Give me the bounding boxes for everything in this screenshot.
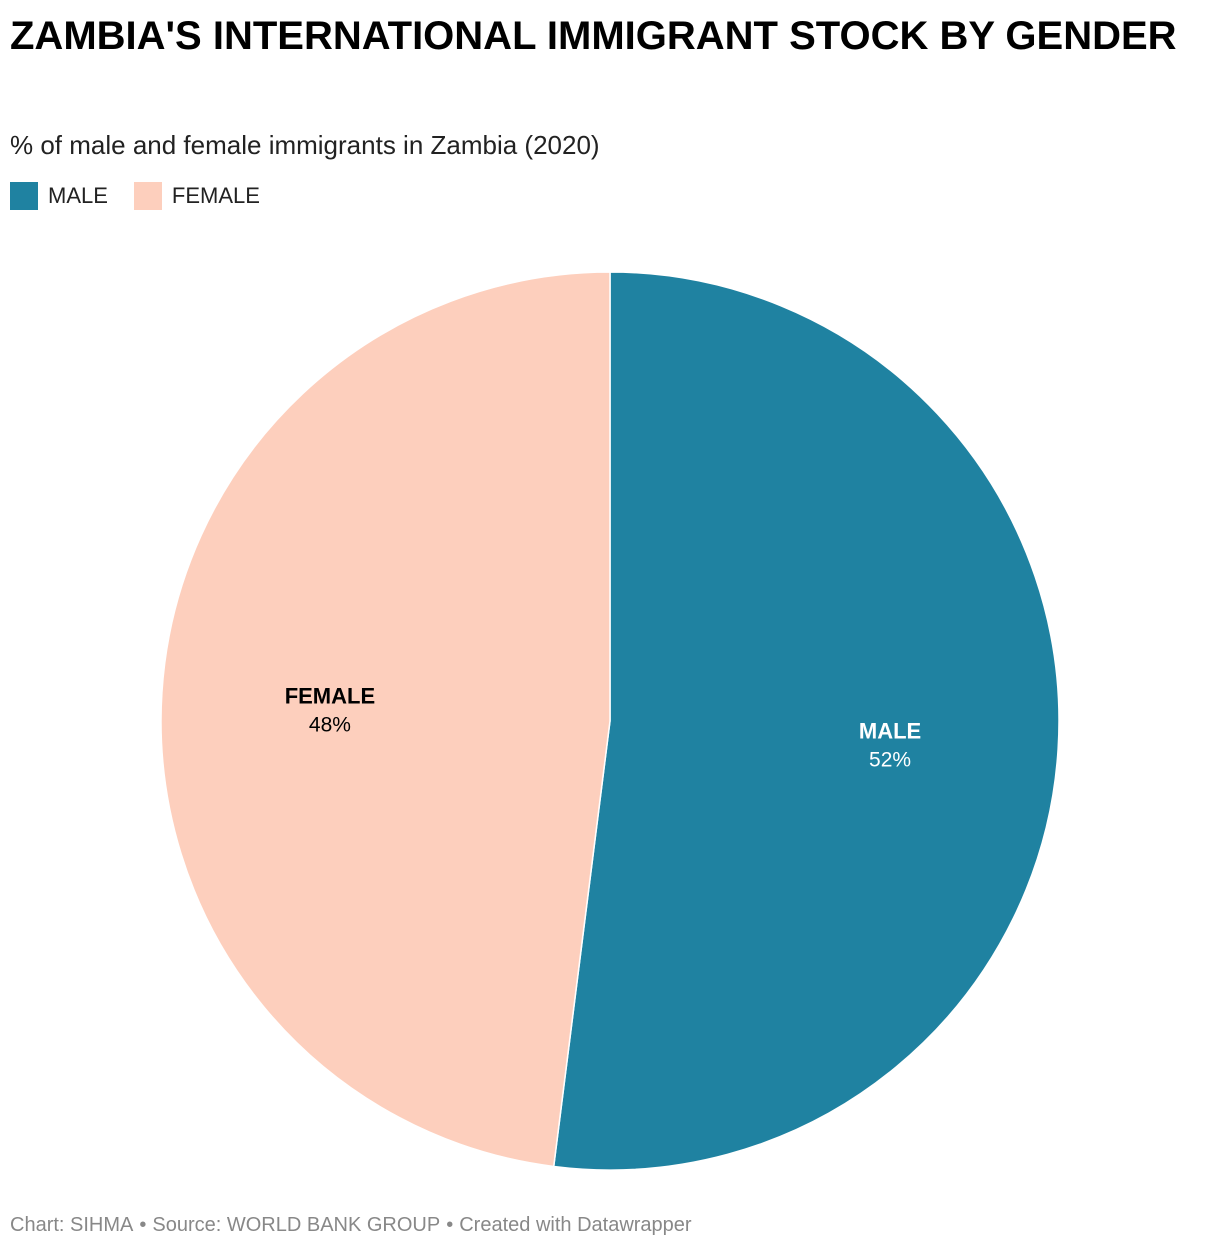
chart-subtitle: % of male and female immigrants in Zambi… bbox=[10, 130, 600, 160]
legend-swatch-male bbox=[10, 182, 38, 210]
footer-source: Source: WORLD BANK GROUP bbox=[152, 1214, 441, 1236]
pie-slice-male bbox=[552, 271, 1060, 1171]
footer-created-with: Created with Datawrapper bbox=[459, 1214, 692, 1236]
legend-label-female: FEMALE bbox=[171, 183, 260, 208]
footer-separator: • bbox=[446, 1214, 454, 1236]
chart-title: ZAMBIA'S INTERNATIONAL IMMIGRANT STOCK B… bbox=[10, 14, 1177, 58]
pie-slice-female bbox=[160, 271, 611, 1168]
footer-separator: • bbox=[139, 1214, 147, 1236]
slice-value-male: 52% bbox=[869, 749, 911, 772]
slice-value-female: 48% bbox=[309, 713, 351, 736]
legend: MALE FEMALE bbox=[10, 182, 260, 210]
slice-label-male: MALE bbox=[859, 719, 921, 744]
footer-chart-credit: Chart: SIHMA bbox=[10, 1214, 134, 1236]
slice-label-female: FEMALE bbox=[285, 683, 375, 708]
legend-label-male: MALE bbox=[48, 183, 108, 208]
legend-item-male: MALE bbox=[10, 182, 108, 210]
chart-footer: Chart: SIHMA • Source: WORLD BANK GROUP • Cr… bbox=[10, 1212, 692, 1238]
legend-item-female: FEMALE bbox=[133, 182, 260, 210]
legend-swatch-female bbox=[133, 182, 162, 210]
